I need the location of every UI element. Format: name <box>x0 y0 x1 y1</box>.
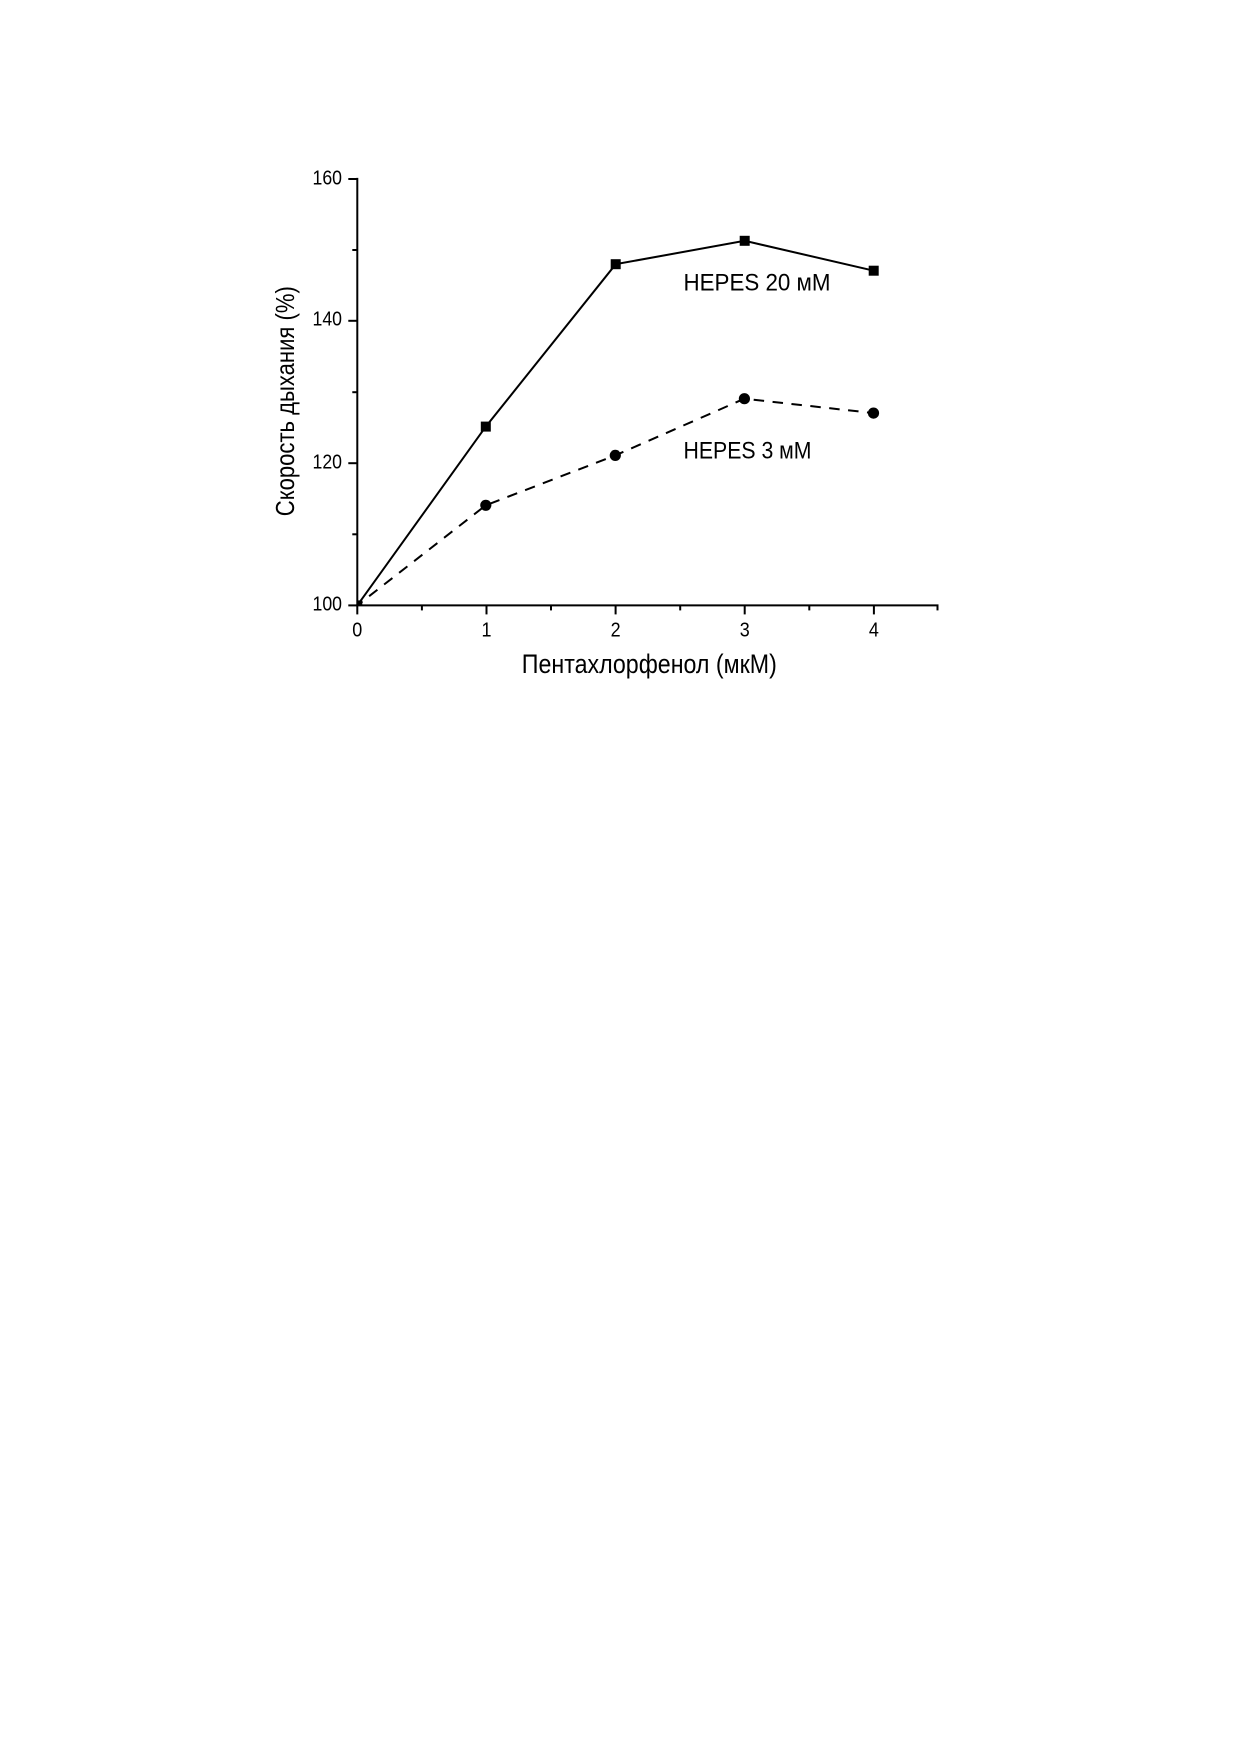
svg-text:100: 100 <box>313 594 343 616</box>
svg-text:HEPES 20 мМ: HEPES 20 мМ <box>684 270 831 297</box>
svg-text:Пентахлорфенол (мкМ): Пентахлорфенол (мкМ) <box>522 649 777 679</box>
svg-text:4: 4 <box>869 620 879 642</box>
svg-text:2: 2 <box>611 620 621 642</box>
svg-text:0: 0 <box>352 620 362 642</box>
svg-text:160: 160 <box>313 167 343 189</box>
svg-text:120: 120 <box>313 452 343 474</box>
svg-text:1: 1 <box>482 620 492 642</box>
svg-text:HEPES 3 мМ: HEPES 3 мМ <box>684 438 812 465</box>
svg-text:Скорость дыхания (%): Скорость дыхания (%) <box>270 286 300 516</box>
svg-text:140: 140 <box>313 309 343 331</box>
svg-text:3: 3 <box>740 620 750 642</box>
